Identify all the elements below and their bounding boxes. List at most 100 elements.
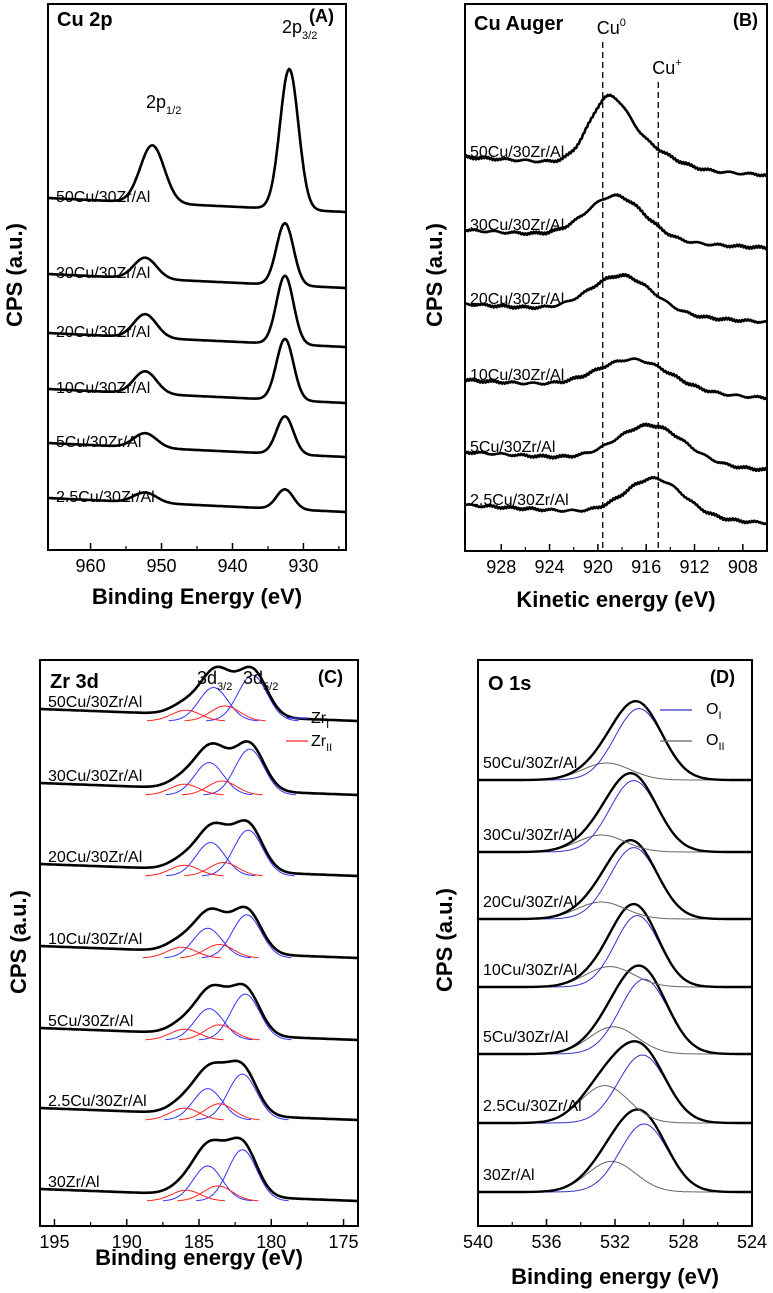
panel-d-legend-o2-sub: II: [718, 741, 724, 753]
x-tick-label: 190: [112, 1232, 142, 1252]
panel-c-legend-zr1-base: Zr: [311, 710, 327, 727]
zr-i-component: [206, 674, 299, 722]
zr-ii-component: [142, 946, 221, 959]
zr-ii-component: [145, 864, 224, 877]
zr-ii-component: [178, 1103, 260, 1121]
panel-c-peak-label-3d32-base: 3d: [197, 668, 217, 688]
zr-i-component: [162, 1165, 253, 1202]
x-tick-label: 920: [583, 557, 613, 577]
x-tick-label: 960: [76, 556, 106, 576]
panel-d-curves: 30Zr/Al 2.5Cu/30Zr/Al 5Cu/30Zr/Al 10Cu/30Zr…: [478, 700, 752, 1194]
panel-b-x-axis-label: Kinetic energy (eV): [516, 587, 715, 612]
series-label: 10Cu/30Zr/Al: [470, 367, 564, 384]
zr-i-component: [201, 829, 295, 877]
reference-label-base: Cu: [597, 18, 620, 38]
panel-d-title: O 1s: [488, 673, 531, 695]
series-label: 2.5Cu/30Zr/Al: [483, 1098, 582, 1115]
panel-a-curves: 2.5Cu/30Zr/Al 5Cu/30Zr/Al 10Cu/30Zr/Al 20Cu…: [47, 67, 347, 514]
zr-i-component: [198, 993, 292, 1041]
zr-ii-component: [178, 1024, 260, 1041]
series-label: 10Cu/30Zr/Al: [48, 931, 142, 948]
zr-i-component: [196, 1073, 289, 1121]
series-label: 30Cu/30Zr/Al: [470, 217, 564, 234]
series-label: 50Cu/30Zr/Al: [48, 694, 142, 711]
zr-i-component: [201, 914, 292, 959]
reference-label-sup: +: [675, 57, 681, 69]
panel-c-peak-label-3d52-sub: 5/2: [263, 681, 278, 693]
series-envelope-20Cu/30Zr/Al: [478, 839, 752, 921]
zr-ii-component: [145, 1107, 224, 1121]
zr-ii-component: [177, 1185, 259, 1202]
series-curve-10Cu/30Zr/Al: [47, 337, 347, 405]
panel-c-peak-label-3d52: 3d5/2: [243, 668, 278, 693]
panel-a-x-axis: 960 950 940 930: [76, 543, 340, 576]
series-label: 5Cu/30Zr/Al: [470, 439, 555, 456]
panel-c-legend-zr2: ZrII: [311, 733, 332, 754]
panel-c-curves: 30Zr/Al 2.5Cu/30Zr/Al 5Cu/30Zr/Al 10Cu/30Zr…: [39, 665, 359, 1203]
panel-a-label: (A): [309, 6, 334, 26]
zr-i-component: [165, 762, 253, 796]
series-label: 20Cu/30Zr/Al: [483, 894, 577, 911]
panel-b-title: Cu Auger: [474, 13, 563, 35]
series-envelope-30Zr/Al: [39, 1136, 359, 1203]
panel-c-peak-label-3d32-sub: 3/2: [217, 681, 232, 693]
x-tick-label: 175: [329, 1232, 359, 1252]
panel-b-cu-auger: 2.5Cu/30Zr/Al 5Cu/30Zr/Al 10Cu/30Zr/Al 20Cu…: [422, 3, 769, 612]
reference-label: Cu0: [597, 17, 626, 38]
panel-d-x-axis: 540 536 532 528 524: [463, 1219, 767, 1252]
series-curve-5Cu/30Zr/Al: [463, 422, 769, 473]
series-curve-5Cu/30Zr/Al: [47, 415, 347, 459]
panel-d-o-1s: 30Zr/Al 2.5Cu/30Zr/Al 5Cu/30Zr/Al 10Cu/30Zr…: [432, 659, 767, 1289]
series-label: 30Zr/Al: [48, 1174, 100, 1191]
series-envelope-20Cu/30Zr/Al: [39, 819, 359, 878]
zr-i-component: [165, 1008, 253, 1041]
panel-d-label: (D): [710, 667, 735, 687]
series-label: 50Cu/30Zr/Al: [483, 755, 577, 772]
series-curve-10Cu/30Zr/Al: [464, 357, 768, 401]
panel-c-y-axis-label: CPS (a.u.): [6, 890, 31, 994]
series-envelope-2.5Cu/30Zr/Al: [478, 1040, 752, 1125]
zr-ii-component: [180, 943, 259, 959]
panel-d-legend-o2-base: O: [706, 732, 718, 749]
zr-ii-component: [184, 861, 263, 877]
panel-d-legend: OI OII: [660, 701, 725, 753]
series-label: 30Cu/30Zr/Al: [48, 768, 142, 785]
panel-c-label: (C): [318, 667, 343, 687]
panel-d-y-axis-label: CPS (a.u.): [432, 888, 457, 992]
series-label: 30Cu/30Zr/Al: [483, 827, 577, 844]
series-envelope-50Cu/30Zr/Al: [39, 665, 359, 723]
series-curve-2.5Cu/30Zr/Al: [464, 475, 768, 526]
series-label: 5Cu/30Zr/Al: [48, 1013, 133, 1030]
series-label: 2.5Cu/30Zr/Al: [470, 492, 569, 509]
zr-ii-component: [146, 709, 226, 722]
series-curve-2.5Cu/30Zr/Al: [47, 488, 347, 514]
series-curve-30Cu/30Zr/Al: [47, 221, 347, 290]
x-tick-label: 908: [728, 557, 758, 577]
panel-a-y-axis-label: CPS (a.u.): [2, 223, 27, 327]
panel-b-y-axis-label: CPS (a.u.): [422, 223, 447, 327]
panel-c-title: Zr 3d: [50, 671, 99, 693]
x-tick-label: 930: [288, 556, 318, 576]
panel-a-x-axis-label: Binding Energy (eV): [92, 584, 302, 609]
series-label: 5Cu/30Zr/Al: [56, 434, 141, 451]
zr-i-component: [196, 1149, 289, 1202]
series-envelope-30Cu/30Zr/Al: [39, 740, 359, 797]
zr-i-component: [164, 1088, 252, 1121]
x-tick-label: 524: [737, 1232, 767, 1252]
zr-ii-component: [146, 1189, 226, 1202]
series-label: 30Zr/Al: [483, 1167, 535, 1184]
series-label: 5Cu/30Zr/Al: [483, 1029, 568, 1046]
panel-c-peak-label-3d32: 3d3/2: [197, 668, 232, 693]
series-label: 10Cu/30Zr/Al: [483, 962, 577, 979]
panel-c-x-axis-label: Binding energy (eV): [95, 1245, 303, 1270]
series-label: 30Cu/30Zr/Al: [56, 265, 150, 282]
series-label: 20Cu/30Zr/Al: [56, 324, 150, 341]
panel-a-peak-label-2p32-sub: 3/2: [302, 30, 317, 42]
series-curve-50Cu/30Zr/Al: [464, 93, 769, 178]
panel-b-x-axis: 928 924 920 916 912 908: [486, 544, 758, 577]
zr-i-component: [165, 841, 256, 877]
x-tick-label: 940: [217, 556, 247, 576]
series-curve-20Cu/30Zr/Al: [464, 272, 768, 324]
reference-label-sup: 0: [620, 17, 626, 29]
